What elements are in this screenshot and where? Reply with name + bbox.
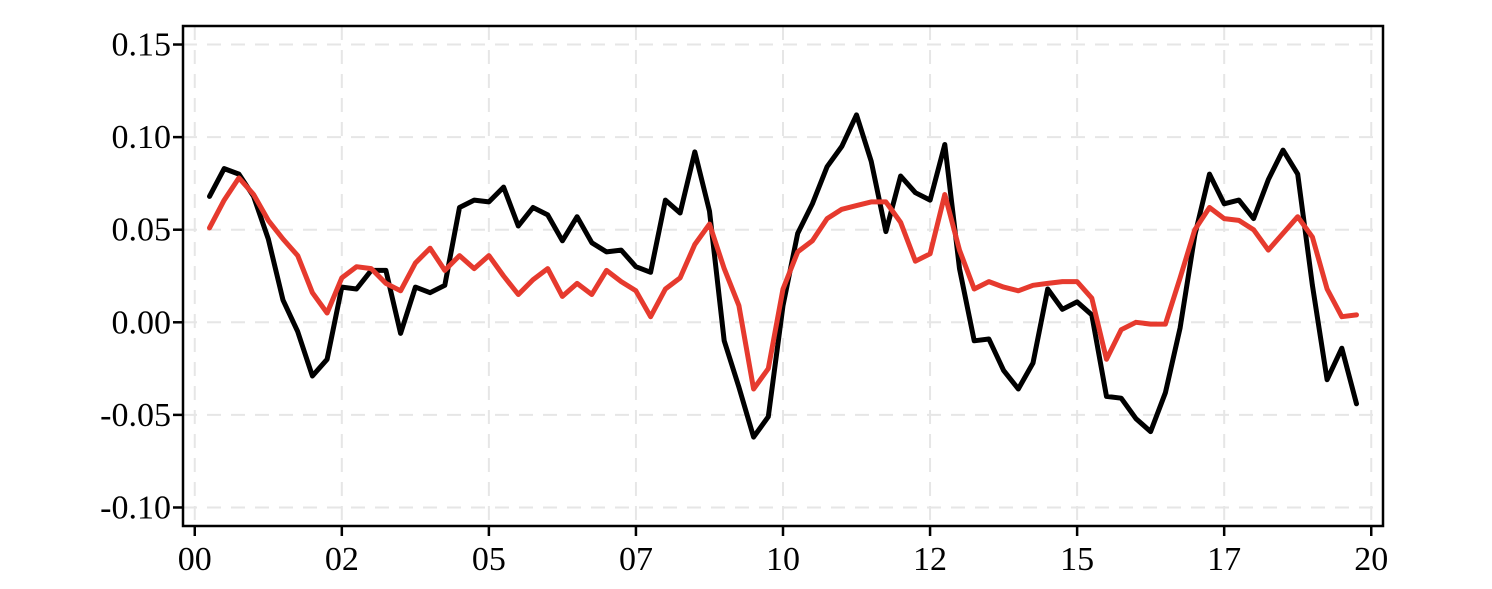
- series-line-2: [207, 175, 1359, 392]
- x-tick-label: 17: [1207, 541, 1241, 578]
- x-tick-label: 00: [178, 541, 212, 578]
- y-tick-label: -0.05: [100, 397, 171, 434]
- grid: [183, 26, 1383, 526]
- x-tick-label: 05: [472, 541, 506, 578]
- series-line-1: [207, 112, 1359, 440]
- y-tick-label: 0.00: [112, 304, 172, 341]
- x-axis: 00 02 05 07 10 12 15 17 20: [178, 526, 1388, 578]
- y-axis: 0.15 0.10 0.05 0.00 -0.05 -0.10: [100, 27, 183, 526]
- x-tick-label: 12: [913, 541, 947, 578]
- y-tick-label: 0.05: [112, 212, 172, 249]
- x-tick-label: 20: [1354, 541, 1388, 578]
- x-tick-label: 02: [325, 541, 359, 578]
- x-tick-label: 07: [619, 541, 653, 578]
- y-tick-label: 0.10: [112, 119, 172, 156]
- x-tick-label: 15: [1060, 541, 1094, 578]
- x-tick-label: 10: [766, 541, 800, 578]
- series-layer: [207, 112, 1359, 440]
- y-tick-label: -0.10: [100, 489, 171, 526]
- y-tick-label: 0.15: [112, 27, 172, 64]
